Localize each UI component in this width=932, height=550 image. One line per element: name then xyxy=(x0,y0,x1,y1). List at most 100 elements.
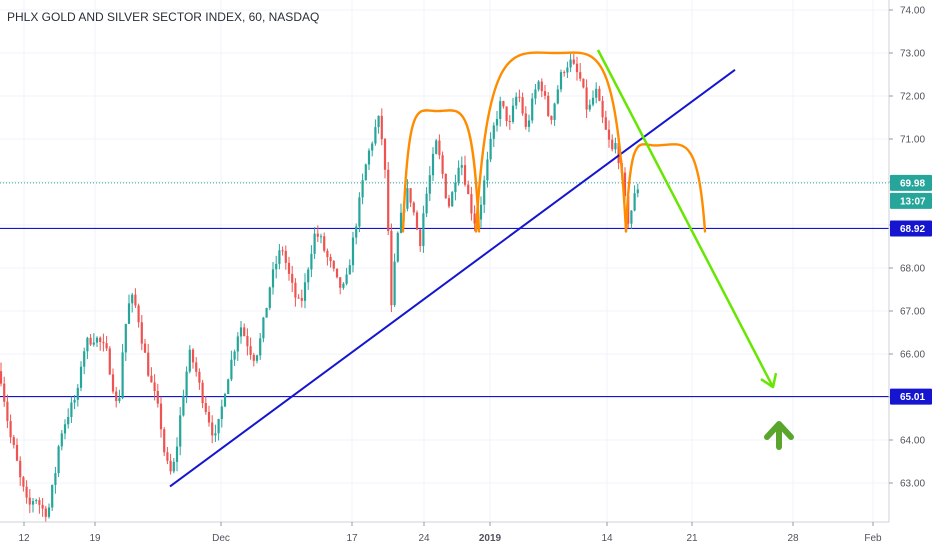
candle-body xyxy=(76,387,79,400)
candle-body xyxy=(569,59,572,68)
candle-body xyxy=(335,268,339,278)
candle-body xyxy=(460,165,463,168)
candle-body xyxy=(332,261,335,269)
candle-body xyxy=(374,127,377,144)
candle-body xyxy=(553,103,556,120)
candle-body xyxy=(415,212,419,230)
trendlines[interactable] xyxy=(169,68,736,488)
candle-body xyxy=(559,72,563,90)
candle-body xyxy=(409,188,412,203)
y-tick-label: 64.00 xyxy=(900,436,925,447)
price-axis[interactable] xyxy=(889,0,932,522)
candle-body xyxy=(223,393,227,407)
candle-body xyxy=(358,197,361,227)
y-tick-label: 67.00 xyxy=(900,307,925,318)
pattern-arcs[interactable] xyxy=(401,51,707,233)
level-tag: 65.01 xyxy=(900,392,925,403)
candle-body xyxy=(604,117,607,130)
candle-body xyxy=(591,97,595,105)
candle-body xyxy=(153,382,156,392)
candle-body xyxy=(339,277,342,288)
time-axis[interactable] xyxy=(0,522,932,550)
candle-body xyxy=(483,180,486,205)
candle-body xyxy=(399,212,403,233)
candle-body xyxy=(35,500,38,502)
candle-body xyxy=(67,416,70,425)
level-tag: 68.92 xyxy=(900,224,925,235)
candle-body xyxy=(543,91,547,96)
candle-body xyxy=(131,294,134,304)
downtrend-arrow-head[interactable] xyxy=(760,372,778,389)
countdown-tag-bg xyxy=(890,192,932,209)
candle-body xyxy=(255,355,259,361)
candle-body xyxy=(444,173,447,199)
candle-body xyxy=(3,383,6,402)
candle-body xyxy=(262,317,265,339)
level-tag-bg xyxy=(890,388,932,405)
candle-body xyxy=(636,189,639,194)
candle-body xyxy=(367,150,371,165)
candle-body xyxy=(191,349,195,363)
rising-trendline[interactable] xyxy=(169,68,736,488)
candle-body xyxy=(518,96,521,98)
candle-body xyxy=(527,120,531,127)
candle-body xyxy=(463,165,467,185)
candle-body xyxy=(281,250,284,252)
candle-body xyxy=(355,226,358,238)
candle-body xyxy=(383,139,387,170)
candle-body xyxy=(147,352,150,376)
candle-body xyxy=(63,424,67,434)
x-tick-label: 17 xyxy=(346,533,358,544)
candle-body xyxy=(547,95,550,116)
candle-body xyxy=(521,97,524,114)
y-tick-label: 68.00 xyxy=(900,264,925,275)
downtrend-arrow-line[interactable] xyxy=(596,49,775,388)
candle-body xyxy=(310,253,313,270)
candle-body xyxy=(268,287,271,308)
annotation-arrows[interactable] xyxy=(596,49,794,450)
candle-body xyxy=(451,192,454,207)
x-tick-label: Dec xyxy=(212,533,230,544)
candle-body xyxy=(499,101,502,119)
candle-body xyxy=(303,282,307,301)
level-tag-bg xyxy=(890,220,932,237)
candle-body xyxy=(51,484,54,508)
candle-body xyxy=(387,169,390,232)
candle-body xyxy=(435,140,438,154)
candle-body xyxy=(623,172,627,197)
candle-body xyxy=(86,337,89,352)
candle-body xyxy=(393,261,396,306)
candle-body xyxy=(307,269,310,283)
horizontal-levels[interactable] xyxy=(0,227,889,398)
candle-body xyxy=(6,401,9,421)
right-shoulder-arc[interactable] xyxy=(624,143,707,233)
countdown-tag: 13:07 xyxy=(900,196,926,207)
candle-body xyxy=(406,188,409,209)
candle-body xyxy=(127,303,131,324)
candle-body xyxy=(534,89,537,99)
candle-body xyxy=(540,81,543,92)
last-price-tag: 69.98 xyxy=(900,178,925,189)
left-shoulder-arc[interactable] xyxy=(401,109,481,233)
candle-body xyxy=(249,346,252,355)
grid xyxy=(0,0,889,522)
head-arc[interactable] xyxy=(474,51,628,233)
candle-body xyxy=(41,504,44,509)
candle-body xyxy=(377,115,380,128)
candle-body xyxy=(441,155,444,174)
candle-body xyxy=(124,323,127,353)
candle-body xyxy=(227,379,230,394)
x-tick-label: 12 xyxy=(18,533,30,544)
candle-body xyxy=(57,446,60,474)
candle-body xyxy=(617,143,620,164)
candle-body xyxy=(198,371,201,383)
candle-body xyxy=(89,337,92,345)
chart-title: PHLX GOLD AND SILVER SECTOR INDEX, 60, N… xyxy=(7,10,319,24)
x-tick-label: 19 xyxy=(89,533,101,544)
candle-body xyxy=(204,403,207,412)
candle-body xyxy=(502,101,505,107)
candle-body xyxy=(134,294,137,306)
candle-body xyxy=(159,403,163,430)
candle-body xyxy=(342,283,345,288)
